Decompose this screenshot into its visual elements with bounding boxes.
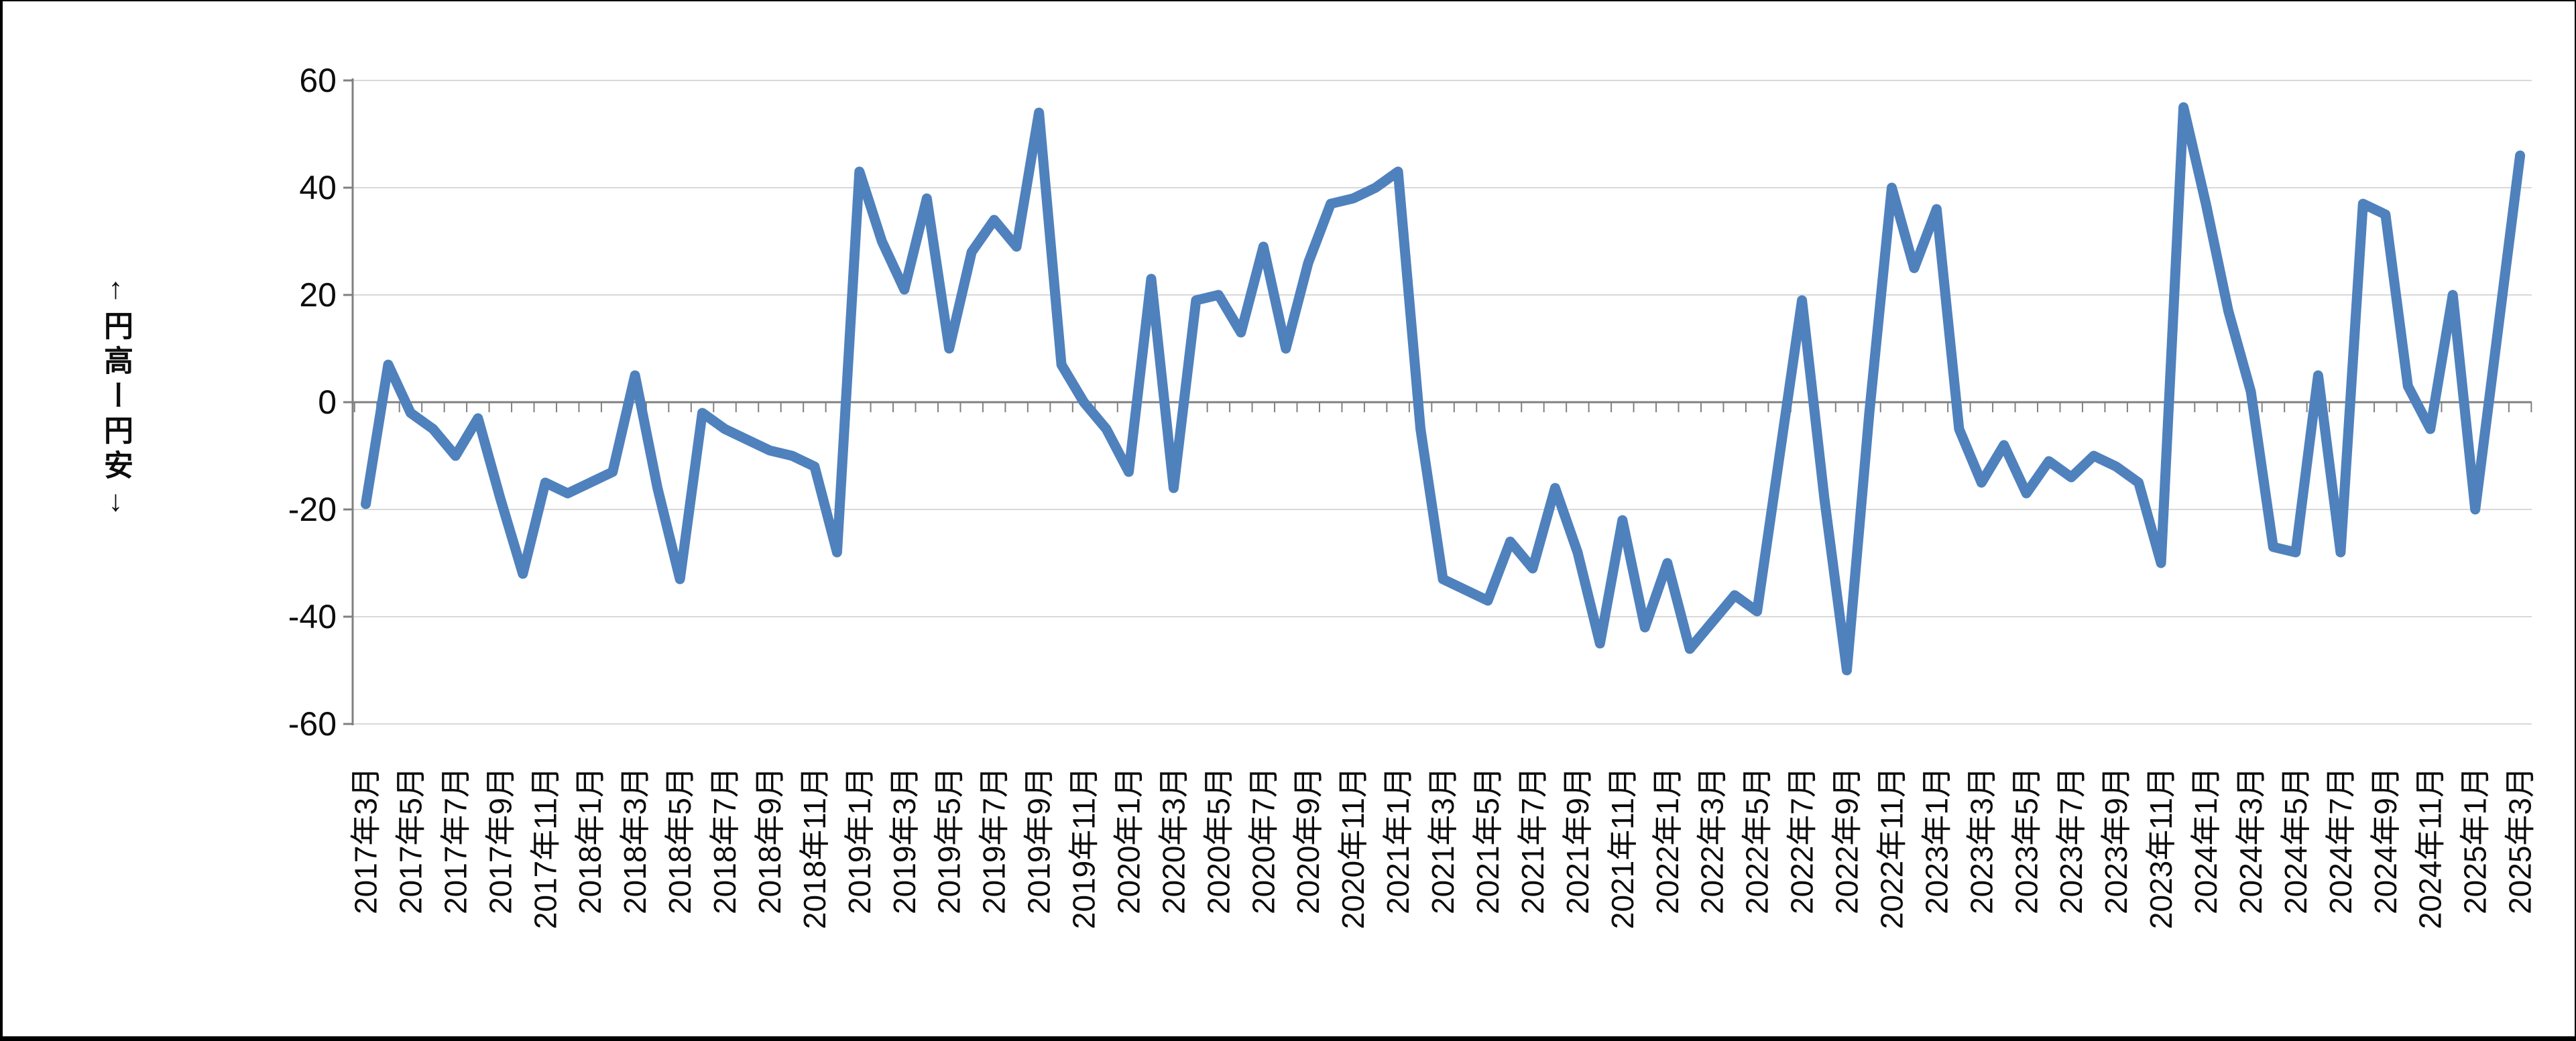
y-tick-label: 40 bbox=[299, 169, 337, 206]
x-tick-label: 2017年11月 bbox=[528, 767, 563, 929]
x-tick-label: 2022年1月 bbox=[1650, 767, 1685, 914]
x-tick-label: 2022年9月 bbox=[1830, 767, 1865, 914]
x-tick-label: 2023年7月 bbox=[2054, 767, 2089, 914]
x-tick-label: 2018年11月 bbox=[797, 767, 832, 929]
x-tick-label: 2022年7月 bbox=[1785, 767, 1820, 914]
x-tick-label: 2023年9月 bbox=[2099, 767, 2133, 914]
x-tick-label: 2021年5月 bbox=[1470, 767, 1505, 914]
x-tick-label: 2019年11月 bbox=[1067, 767, 1102, 929]
line-chart: 60 40 20 0 -20 -40 -60 2017年3月 2017年5月 2017年7月 201… bbox=[288, 62, 2538, 929]
x-tick-label: 2023年1月 bbox=[1919, 767, 1954, 914]
x-tick-label: 2021年7月 bbox=[1515, 767, 1550, 914]
x-tick-label: 2017年3月 bbox=[349, 767, 384, 914]
x-tick-label: 2019年5月 bbox=[932, 767, 967, 914]
x-tick-label: 2021年9月 bbox=[1560, 767, 1595, 914]
x-tick-label: 2020年7月 bbox=[1246, 767, 1281, 914]
x-tick-label: 2024年7月 bbox=[2323, 767, 2358, 914]
x-tick-label: 2018年1月 bbox=[573, 767, 607, 914]
data-line-series bbox=[361, 102, 2526, 676]
x-tick-label: 2022年3月 bbox=[1695, 767, 1730, 914]
x-tick-label: 2024年5月 bbox=[2278, 767, 2313, 914]
x-tick-label: 2020年3月 bbox=[1156, 767, 1191, 914]
x-tick-label: 2025年1月 bbox=[2458, 767, 2493, 914]
x-tick-label: 2019年9月 bbox=[1022, 767, 1057, 914]
x-tick-label: 2018年7月 bbox=[707, 767, 742, 914]
x-tick-label: 2021年1月 bbox=[1381, 767, 1415, 914]
x-tick-label: 2020年5月 bbox=[1201, 767, 1236, 914]
x-tick-label: 2020年11月 bbox=[1336, 767, 1370, 929]
x-tick-label: 2023年5月 bbox=[2009, 767, 2044, 914]
x-tick-label: 2022年5月 bbox=[1740, 767, 1775, 914]
x-tick-label: 2019年1月 bbox=[842, 767, 877, 914]
y-tick-label: -40 bbox=[288, 598, 337, 635]
x-tick-label: 2019年3月 bbox=[887, 767, 922, 914]
y-tick-label: 0 bbox=[318, 383, 337, 421]
x-tick-label: 2018年9月 bbox=[752, 767, 787, 914]
x-tick-label: 2023年11月 bbox=[2144, 767, 2178, 929]
x-tick-label: 2021年11月 bbox=[1605, 767, 1640, 929]
x-tick-label: 2023年3月 bbox=[1964, 767, 1999, 914]
x-tick-label: 2018年3月 bbox=[618, 767, 652, 914]
x-tick-label: 2024年1月 bbox=[2188, 767, 2223, 914]
x-tick-label: 2024年3月 bbox=[2233, 767, 2268, 914]
x-tick-label: 2024年11月 bbox=[2413, 767, 2448, 929]
x-tick-label: 2020年1月 bbox=[1111, 767, 1146, 914]
x-tick-label: 2024年9月 bbox=[2368, 767, 2403, 914]
y-tick-label: -20 bbox=[288, 491, 337, 528]
x-tick-label: 2017年7月 bbox=[438, 767, 473, 914]
x-tick-label: 2021年3月 bbox=[1425, 767, 1460, 914]
y-tick-label: 60 bbox=[299, 62, 337, 99]
x-tick-label: 2019年7月 bbox=[977, 767, 1012, 914]
x-tick-label: 2022年11月 bbox=[1874, 767, 1909, 929]
y-tick-label: -60 bbox=[288, 705, 337, 743]
x-tick-label: 2025年3月 bbox=[2503, 767, 2538, 914]
x-tick-label: 2017年9月 bbox=[483, 767, 518, 914]
y-axis-title: ↑円高ー円安↓ bbox=[99, 272, 132, 523]
x-tick-label: 2020年9月 bbox=[1291, 767, 1326, 914]
x-tick-label: 2017年5月 bbox=[393, 767, 428, 914]
x-tick-label: 2018年5月 bbox=[662, 767, 697, 914]
y-tick-label: 20 bbox=[299, 276, 337, 314]
